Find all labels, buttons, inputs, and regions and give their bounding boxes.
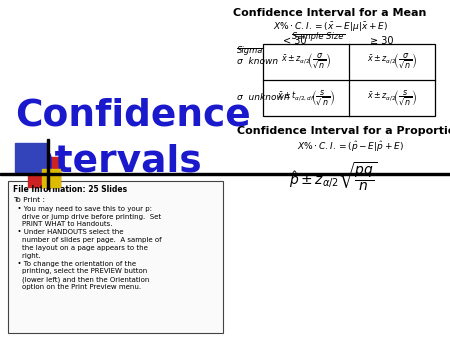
- Text: $\bar{x}\pm t_{\alpha/2,df}\!\left(\dfrac{s}{\sqrt{n}}\right)$: $\bar{x}\pm t_{\alpha/2,df}\!\left(\dfra…: [277, 89, 335, 107]
- Text: < 30: < 30: [283, 36, 307, 46]
- Text: $\bar{x}\pm z_{\alpha/2}\!\left(\dfrac{s}{\sqrt{n}}\right)$: $\bar{x}\pm z_{\alpha/2}\!\left(\dfrac{s…: [367, 89, 417, 107]
- Text: $\bar{x}\pm z_{\alpha/2}\!\left(\dfrac{\sigma}{\sqrt{n}}\right)$: $\bar{x}\pm z_{\alpha/2}\!\left(\dfrac{\…: [367, 52, 417, 70]
- Text: • Under HANDOUTS select the
    number of slides per page.  A sample of
    the : • Under HANDOUTS select the number of sl…: [13, 230, 162, 259]
- Bar: [47, 139, 49, 189]
- Text: ≥ 30: ≥ 30: [370, 36, 394, 46]
- Bar: [28, 157, 60, 187]
- Bar: [42, 169, 60, 187]
- Text: • To change the orientation of the
    printing, select the PREVIEW button
    (: • To change the orientation of the print…: [13, 261, 149, 290]
- Text: Sample Size: Sample Size: [292, 32, 344, 41]
- Text: $X\%\cdot C.I.=(\bar{x}-E|\mu|\bar{x}+E)$: $X\%\cdot C.I.=(\bar{x}-E|\mu|\bar{x}+E)…: [273, 20, 387, 33]
- Bar: [8, 181, 223, 333]
- Text: File Information: 25 Slides: File Information: 25 Slides: [13, 185, 127, 194]
- Text: To Print :: To Print :: [13, 197, 45, 203]
- Text: Intervals: Intervals: [15, 143, 202, 179]
- Text: Confidence Interval for a Proportion: Confidence Interval for a Proportion: [237, 126, 450, 136]
- Text: $\hat{p}\pm z_{\alpha/2}\sqrt{\dfrac{pq}{n}}$: $\hat{p}\pm z_{\alpha/2}\sqrt{\dfrac{pq}…: [288, 160, 378, 193]
- Text: Confidence: Confidence: [15, 98, 251, 134]
- Bar: [0, 172, 450, 175]
- Text: $X\%\cdot C.I.=(\hat{p}-E|\hat{p}+E)$: $X\%\cdot C.I.=(\hat{p}-E|\hat{p}+E)$: [297, 139, 404, 154]
- Text: Sigma: Sigma: [237, 46, 263, 55]
- Text: Confidence Interval for a Mean: Confidence Interval for a Mean: [233, 8, 427, 18]
- Bar: [15, 143, 47, 173]
- Text: σ  known: σ known: [237, 56, 278, 66]
- Text: σ  unknown: σ unknown: [237, 94, 290, 102]
- Text: • You may need to save this to your p:
    drive or jump drive before printing. : • You may need to save this to your p: d…: [13, 206, 161, 227]
- Bar: [263, 44, 435, 116]
- Text: $\bar{x}\pm z_{\alpha/2}\!\left(\dfrac{\sigma}{\sqrt{n}}\right)$: $\bar{x}\pm z_{\alpha/2}\!\left(\dfrac{\…: [281, 52, 331, 70]
